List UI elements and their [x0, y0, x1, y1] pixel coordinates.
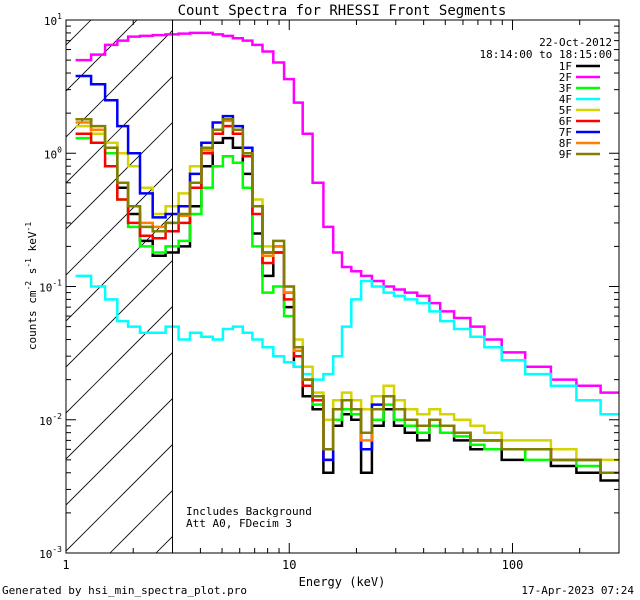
y-tick-label: 100 [44, 145, 62, 161]
y-tick-label: 10-3 [39, 545, 62, 561]
legend-label-9F: 9F [559, 148, 572, 161]
y-tick-label: 10-2 [39, 412, 62, 428]
legend-label-3F: 3F [559, 82, 572, 95]
y-tick-label: 10-1 [39, 279, 62, 295]
time-range-label: 18:14:00 to 18:15:00 [480, 48, 612, 61]
hatch-line [66, 397, 173, 506]
x-tick-label: 100 [502, 558, 524, 572]
timestamp-text: 17-Apr-2023 07:24 [521, 584, 634, 597]
y-axis-label: counts cm-2 s-1 keV-1 [24, 222, 39, 350]
hatch-line [66, 29, 173, 138]
hatch-line [616, 20, 640, 553]
annotation-background: Includes Background [186, 505, 312, 518]
series-line-6F [75, 124, 619, 475]
series-line-3F [75, 136, 619, 475]
x-tick-label: 1 [62, 558, 69, 572]
series-line-5F [75, 124, 619, 462]
date-label: 22-Oct-2012 [539, 36, 612, 49]
series-line-9F [75, 117, 619, 475]
legend-label-6F: 6F [559, 115, 572, 128]
legend-label-1F: 1F [559, 60, 572, 73]
hatch-line [202, 20, 640, 553]
series-line-8F [75, 119, 619, 475]
hatch-line [66, 75, 173, 184]
x-tick-label: 10 [282, 558, 296, 572]
hatch-line [66, 259, 173, 368]
x-axis-label: Energy (keV) [299, 575, 386, 589]
legend-label-8F: 8F [559, 137, 572, 150]
axis-ticks: 1 10 100 10-3 10-2 10-1 100 101 [39, 12, 620, 572]
legend-label-4F: 4F [559, 93, 572, 106]
legend-label-5F: 5F [559, 104, 572, 117]
annotation-attenuator: Att A0, FDecim 3 [186, 517, 292, 530]
chart-title: Count Spectra for RHESSI Front Segments [178, 3, 507, 19]
generated-by-text: Generated by hsi_min_spectra_plot.pro [2, 584, 248, 597]
legend-label-2F: 2F [559, 71, 572, 84]
series-line-1F [75, 117, 619, 482]
hatch-line [66, 443, 173, 552]
y-tick-label: 101 [44, 12, 62, 28]
series-line-2F [75, 31, 619, 394]
series-lines [75, 31, 619, 482]
legend-label-7F: 7F [559, 126, 572, 139]
